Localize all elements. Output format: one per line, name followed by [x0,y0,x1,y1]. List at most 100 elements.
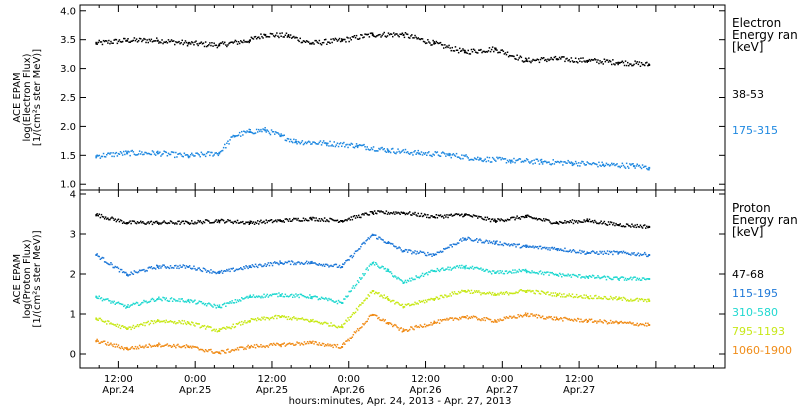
data-point [241,41,243,43]
data-point [385,151,388,153]
data-point [463,239,465,241]
data-point [351,256,354,259]
data-point [230,221,232,223]
data-point [604,296,607,298]
data-point [501,243,503,246]
data-point [595,252,597,254]
data-point [302,143,305,146]
data-point [428,151,430,153]
data-point [107,42,109,44]
data-point [565,296,567,298]
data-point [111,216,113,218]
data-point [352,146,355,148]
data-point [645,278,647,281]
data-point [285,139,288,142]
data-point [482,218,484,220]
data-point [268,36,271,38]
data-point [421,300,424,303]
data-point [598,222,600,225]
data-point [547,291,549,293]
data-point [435,270,438,273]
data-point [389,322,392,325]
data-point [453,50,456,52]
data-point [287,138,290,140]
data-point [410,326,412,328]
data-point [570,318,573,321]
data-point [437,298,440,300]
data-point [521,269,524,271]
data-point [447,154,449,156]
data-point [257,317,259,319]
data-point [615,296,617,298]
data-point [442,215,444,217]
data-point [347,218,349,220]
data-point [541,163,544,165]
data-point [498,244,500,246]
data-point [614,321,616,323]
data-point [265,265,267,267]
data-point [486,317,489,320]
data-point [584,220,586,223]
data-point [279,316,282,318]
data-point [186,45,189,47]
data-point [502,244,505,247]
data-point [214,351,216,354]
data-point [544,160,546,162]
data-point [550,292,552,294]
data-point [362,213,364,215]
data-point [354,331,357,334]
data-point [487,50,490,52]
data-point [640,167,643,170]
data-point [476,215,478,217]
data-point [516,215,518,217]
data-point [628,300,630,302]
data-point [251,132,254,134]
data-point [360,144,362,147]
data-point [645,62,647,64]
data-point [573,163,576,165]
data-point [530,291,532,293]
data-point [556,222,559,224]
data-point [282,263,284,265]
data-point [564,247,566,250]
data-point [515,317,517,319]
data-point [220,306,223,309]
data-point [417,276,419,278]
data-point [335,263,338,266]
data-point [276,293,278,295]
data-point [582,297,584,299]
data-point [442,296,444,298]
data-point [606,250,609,252]
data-point [413,151,415,153]
data-point [522,269,525,271]
data-point [317,321,320,324]
data-point [447,246,449,249]
data-point [107,217,109,219]
data-point [316,343,318,346]
data-point [421,251,424,253]
data-point [212,306,214,308]
data-point [197,44,199,47]
data-point [459,47,461,50]
data-point [365,321,367,323]
data-point [552,318,554,321]
data-point [503,316,506,319]
data-point [451,46,453,49]
data-point [604,320,607,322]
data-point [513,157,515,160]
data-point [222,219,225,222]
data-point [298,40,300,43]
data-point [351,143,354,145]
data-point [228,302,230,305]
data-point [318,263,321,265]
data-point [279,32,281,35]
data-point [257,131,259,133]
data-point [579,321,581,323]
data-point [215,328,217,331]
data-point [506,244,509,246]
data-point [173,343,175,346]
data-point [436,42,439,44]
data-point [548,294,550,296]
data-point [251,318,254,320]
data-point [320,322,323,324]
